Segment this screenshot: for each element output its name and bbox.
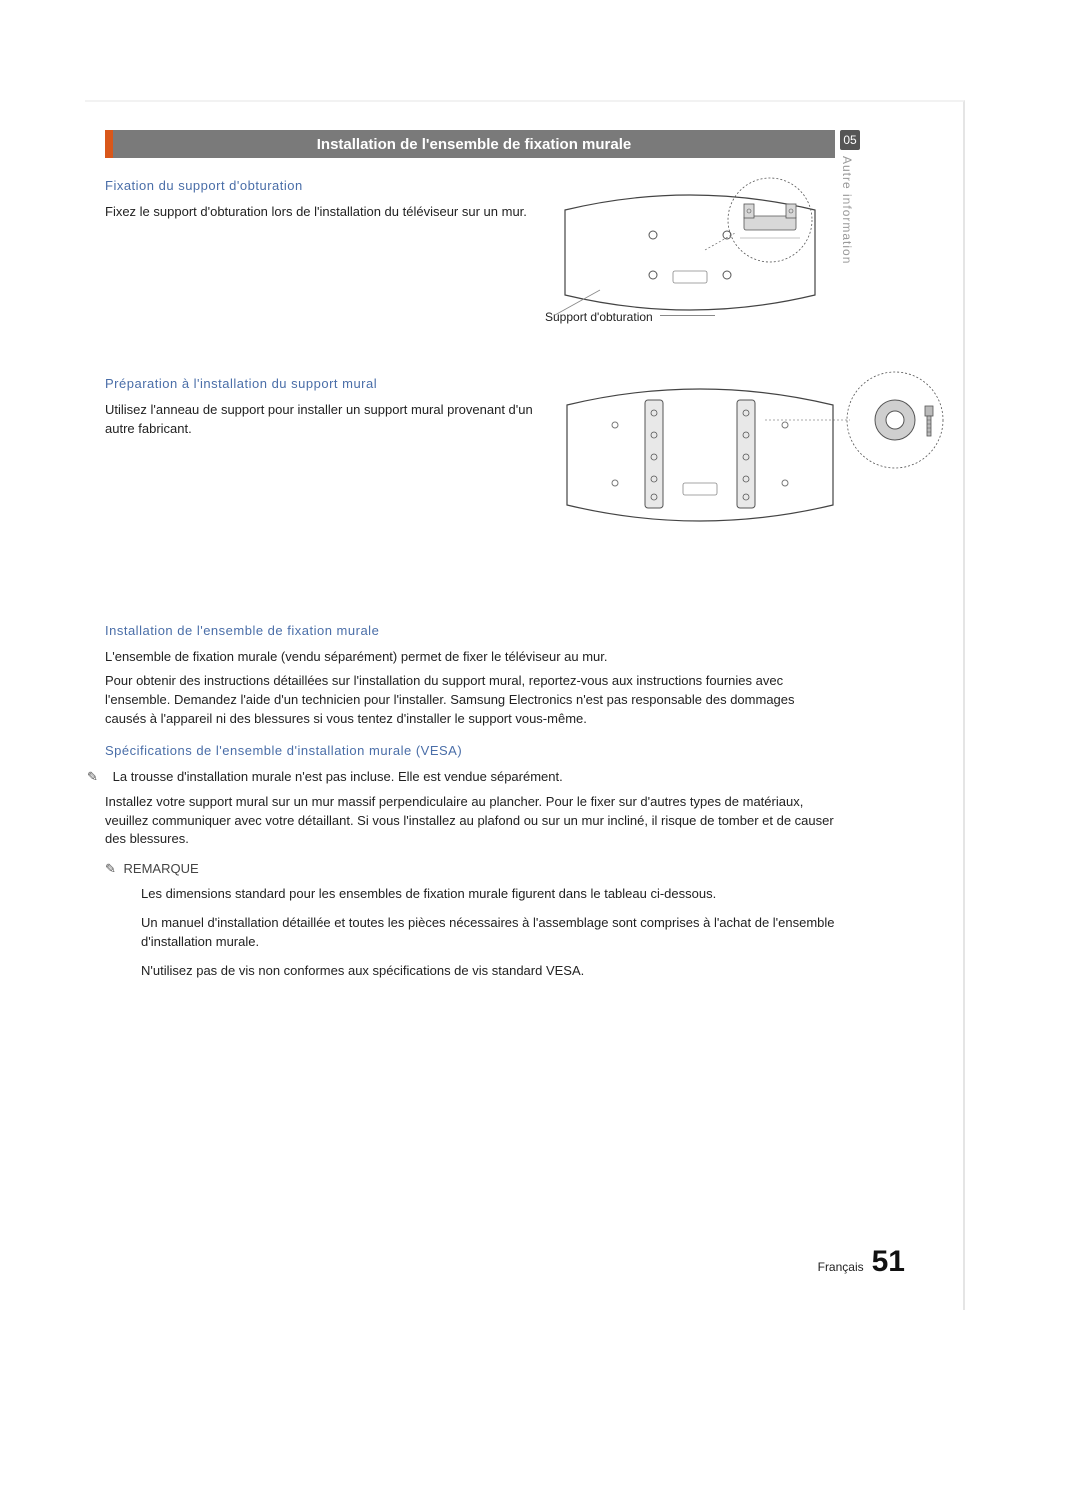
s4-heading: Spécifications de l'ensemble d'installat… <box>105 743 835 758</box>
header-accent <box>105 130 113 158</box>
remarque-list: Les dimensions standard pour les ensembl… <box>141 885 835 980</box>
s3-heading: Installation de l'ensemble de fixation m… <box>105 623 835 638</box>
s1-body: Fixez le support d'obturation lors de l'… <box>105 203 535 222</box>
remarque-header: ✎ REMARQUE <box>105 861 835 877</box>
remarque-item-3: N'utilisez pas de vis non conformes aux … <box>141 962 835 981</box>
sidebar-tab: 05 Autre information <box>840 130 950 264</box>
diagram-wall-mount <box>555 365 955 550</box>
s3-p2: Pour obtenir des instructions détaillées… <box>105 672 835 729</box>
page-footer: Français 51 <box>818 1245 905 1279</box>
section-header: Installation de l'ensemble de fixation m… <box>105 130 835 158</box>
remarque-item-1: Les dimensions standard pour les ensembl… <box>141 885 835 904</box>
section-number-badge: 05 <box>840 130 860 150</box>
s2-body: Utilisez l'anneau de support pour instal… <box>105 401 545 439</box>
s4-p1: Installez votre support mural sur un mur… <box>105 793 835 850</box>
s3-p1: L'ensemble de fixation murale (vendu sép… <box>105 648 835 667</box>
sidebar-vertical-label: Autre information <box>840 156 854 264</box>
page: 05 Autre information Installation de l'e… <box>0 0 1080 1494</box>
remarque-item-2: Un manuel d'installation détaillée et to… <box>141 914 835 952</box>
remarque-icon: ✎ <box>105 861 116 877</box>
s4-note1-text: La trousse d'installation murale n'est p… <box>113 769 563 784</box>
remarque-label: REMARQUE <box>124 861 199 876</box>
footer-page-number: 51 <box>872 1245 905 1279</box>
footer-lang: Français <box>818 1260 864 1274</box>
s4-note1: ✎ La trousse d'installation murale n'est… <box>105 768 835 787</box>
header-title: Installation de l'ensemble de fixation m… <box>113 130 835 158</box>
diagram-tv-back <box>555 175 825 335</box>
